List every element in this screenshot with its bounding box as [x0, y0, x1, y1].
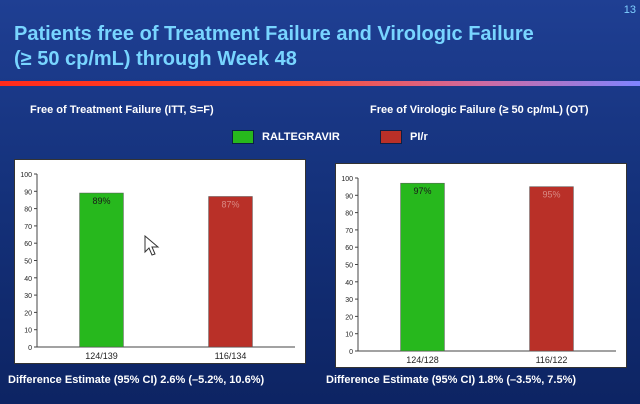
category-label: 116/134: [215, 351, 247, 361]
data-label: 87%: [221, 199, 239, 209]
chart-2-plot: 0 10 20 30 40 50 60 70 80 90 100 97% 124/128 95% 116/1…: [341, 176, 616, 365]
chart-2-footnote: Difference Estimate (95% CI) 1.8% (–3.5%…: [326, 374, 577, 386]
slide-number: 13: [623, 4, 636, 16]
y-tick-label: 70: [24, 224, 32, 231]
category-label: 116/122: [536, 355, 568, 365]
bar-116/134: [208, 196, 253, 348]
legend-swatch-raltegravir: [232, 130, 254, 144]
bar-124/128: [400, 182, 445, 352]
title-line-1: Patients free of Treatment Failure and V…: [14, 23, 534, 45]
chart-1-box: 0 10 20 30 40 50 60 70 80 90 100 89% 124/139 87% 116/1…: [14, 159, 306, 364]
y-tick-label: 60: [345, 245, 353, 252]
bar-124/139: [79, 192, 124, 348]
legend-label-pir: PI/r: [410, 131, 428, 143]
y-tick-label: 10: [345, 332, 353, 339]
y-tick-label: 90: [345, 193, 353, 200]
y-tick-label: 30: [345, 297, 353, 304]
title-divider: [0, 81, 640, 86]
slide-title: Patients free of Treatment Failure and V…: [14, 22, 534, 72]
y-tick-label: 50: [24, 259, 32, 266]
y-tick-label: 40: [345, 280, 353, 287]
chart-2-box: 0 10 20 30 40 50 60 70 80 90 100 97% 124/128 95% 116/1…: [335, 163, 627, 368]
chart-1-plot: 0 10 20 30 40 50 60 70 80 90 100 89% 124/139 87% 116/1…: [20, 172, 295, 361]
legend-item-pir: PI/r: [380, 130, 428, 144]
legend-label-raltegravir: RALTEGRAVIR: [262, 131, 340, 143]
y-tick-label: 40: [24, 276, 32, 283]
data-label: 89%: [92, 196, 110, 206]
category-label: 124/139: [85, 351, 118, 361]
y-tick-label: 10: [24, 328, 32, 335]
legend-swatch-pir: [380, 130, 402, 144]
chart-2-subtitle: Free of Virologic Failure (≥ 50 cp/mL) (…: [370, 104, 589, 116]
y-tick-label: 80: [24, 207, 32, 214]
title-line-2: (≥ 50 cp/mL) through Week 48: [14, 48, 297, 70]
legend-item-raltegravir: RALTEGRAVIR: [232, 130, 340, 144]
y-tick-label: 60: [24, 241, 32, 248]
y-tick-label: 50: [345, 263, 353, 270]
chart-1-footnote: Difference Estimate (95% CI) 2.6% (–5.2%…: [8, 374, 265, 386]
y-tick-label: 0: [349, 349, 353, 356]
y-tick-label: 20: [24, 310, 32, 317]
data-label: 97%: [413, 186, 431, 196]
y-tick-label: 80: [345, 211, 353, 218]
y-tick-label: 70: [345, 228, 353, 235]
mouse-pointer-icon: [144, 235, 160, 256]
y-tick-label: 90: [24, 189, 32, 196]
bar-116/122: [529, 186, 574, 352]
data-label: 95%: [542, 190, 560, 200]
y-tick-label: 0: [28, 345, 32, 352]
y-tick-label: 100: [20, 172, 32, 179]
category-label: 124/128: [406, 355, 439, 365]
chart-1-subtitle: Free of Treatment Failure (ITT, S=F): [30, 104, 214, 116]
y-tick-label: 20: [345, 314, 353, 321]
y-tick-label: 30: [24, 293, 32, 300]
y-tick-label: 100: [341, 176, 353, 183]
